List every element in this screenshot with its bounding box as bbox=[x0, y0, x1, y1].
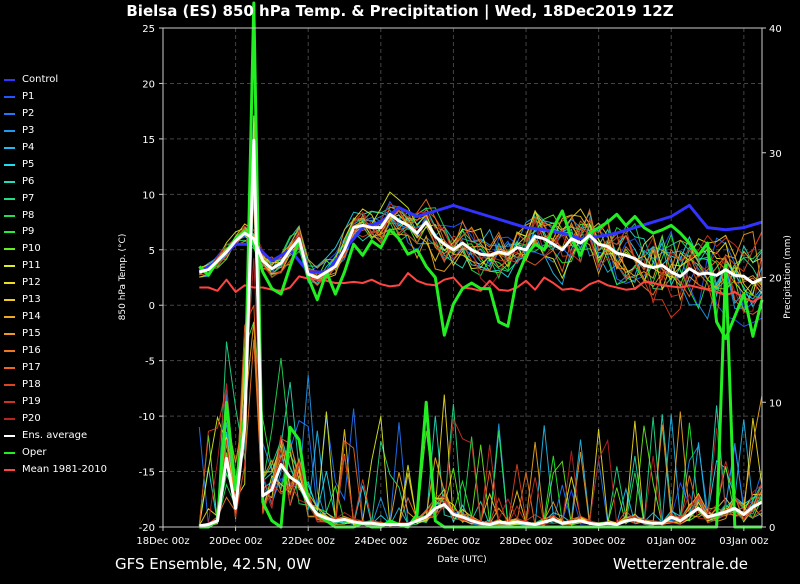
x-axis-label: Date (UTC) bbox=[437, 555, 486, 565]
legend-label: P9 bbox=[22, 226, 35, 238]
legend-swatch bbox=[4, 112, 15, 115]
legend-swatch bbox=[4, 282, 15, 285]
legend-swatch bbox=[4, 248, 15, 251]
chart-title: Bielsa (ES) 850 hPa Temp. & Precipitatio… bbox=[126, 2, 674, 20]
x-tick-label: 24Dec 00z bbox=[354, 536, 407, 547]
legend-swatch bbox=[4, 400, 15, 403]
legend-label: Oper bbox=[22, 446, 47, 458]
legend-label: P5 bbox=[22, 158, 35, 170]
legend-label: P16 bbox=[22, 345, 41, 356]
legend-swatch bbox=[4, 79, 15, 81]
legend-label: P15 bbox=[22, 328, 41, 340]
legend-swatch bbox=[4, 299, 15, 302]
x-tick-label: 26Dec 00z bbox=[427, 536, 480, 547]
y-tick-label: 15 bbox=[142, 135, 155, 146]
y2-tick-label: 20 bbox=[769, 274, 782, 285]
y2-tick-label: 40 bbox=[769, 24, 782, 35]
member-temp-line bbox=[199, 203, 763, 314]
legend-swatch bbox=[4, 451, 15, 454]
legend-swatch bbox=[4, 350, 15, 352]
y-tick-label: 25 bbox=[142, 24, 155, 35]
member-temp-line bbox=[199, 198, 763, 296]
series-line-ens-average-precip bbox=[199, 138, 763, 528]
x-tick-label: 22Dec 00z bbox=[282, 536, 335, 547]
legend-label: P12 bbox=[22, 277, 41, 289]
site-brand[interactable]: Wetterzentrale.de bbox=[612, 555, 748, 573]
legend-label: Mean 1981-2010 bbox=[22, 463, 107, 475]
member-temp-line bbox=[199, 215, 763, 310]
legend-label: P8 bbox=[22, 209, 35, 221]
member-temp-line bbox=[199, 210, 763, 296]
legend-swatch bbox=[4, 468, 15, 471]
x-tick-label: 28Dec 00z bbox=[499, 536, 552, 547]
legend-swatch bbox=[4, 383, 15, 386]
legend-label: P3 bbox=[22, 124, 35, 136]
legend-label: P19 bbox=[22, 395, 41, 407]
legend-swatch bbox=[4, 129, 15, 132]
legend-swatch bbox=[4, 417, 15, 420]
x-tick-label: 01Jan 00z bbox=[647, 536, 696, 547]
legend-swatch bbox=[4, 366, 15, 369]
legend-swatch bbox=[4, 197, 15, 200]
y2-tick-label: 10 bbox=[769, 398, 782, 409]
legend-swatch bbox=[4, 434, 15, 437]
legend-label: P18 bbox=[22, 378, 41, 390]
y-tick-label: -20 bbox=[139, 523, 155, 534]
legend-swatch bbox=[4, 95, 15, 98]
x-tick-label: 20Dec 00z bbox=[209, 536, 262, 547]
series-line-mean-1981-2010 bbox=[199, 272, 763, 303]
y-tick-label: -10 bbox=[139, 412, 155, 423]
y2-tick-label: 30 bbox=[769, 149, 782, 160]
legend-label: P14 bbox=[22, 311, 41, 323]
y-tick-label: 10 bbox=[142, 190, 155, 201]
legend-swatch bbox=[4, 316, 15, 319]
legend-swatch bbox=[4, 214, 15, 217]
y-tick-label: 0 bbox=[149, 301, 155, 312]
legend-label: Control bbox=[22, 74, 59, 85]
legend-label: P7 bbox=[22, 192, 35, 204]
legend-swatch bbox=[4, 146, 15, 149]
legend-label: P2 bbox=[22, 107, 35, 119]
x-tick-label: 30Dec 00z bbox=[572, 536, 625, 547]
series-line-oper bbox=[198, 209, 764, 340]
x-tick-label: 18Dec 00z bbox=[136, 536, 189, 547]
y-tick-label: 5 bbox=[149, 246, 155, 257]
y-tick-label: -15 bbox=[139, 468, 155, 479]
legend-label: P1 bbox=[22, 90, 35, 102]
y-tick-label: 20 bbox=[142, 79, 155, 90]
y2-axis-label: Precipitation (mm) bbox=[783, 235, 793, 319]
series-line-ens-average bbox=[198, 212, 763, 285]
legend-swatch bbox=[4, 333, 15, 336]
legend-swatch bbox=[4, 231, 15, 234]
legend-swatch bbox=[4, 265, 15, 268]
legend-label: P4 bbox=[22, 141, 35, 153]
member-precip-line bbox=[199, 27, 763, 527]
legend-label: P10 bbox=[22, 243, 41, 255]
legend-swatch bbox=[4, 163, 15, 166]
y-axis-label: 850 hPa Temp. (°C) bbox=[118, 234, 128, 321]
x-tick-label: 03Jan 00z bbox=[719, 536, 768, 547]
legend-label: P20 bbox=[22, 412, 41, 424]
legend-swatch bbox=[4, 180, 15, 183]
legend-label: P11 bbox=[22, 260, 41, 272]
y2-tick-label: 0 bbox=[769, 523, 775, 534]
member-temp-line bbox=[198, 217, 763, 302]
legend-label: Ens. average bbox=[22, 429, 88, 441]
model-info: GFS Ensemble, 42.5N, 0W bbox=[115, 555, 311, 573]
legend-label: P17 bbox=[22, 361, 41, 373]
y-tick-label: -5 bbox=[145, 357, 155, 368]
legend-label: P13 bbox=[22, 294, 41, 306]
axes: -20 -15 -10 -5 0 5 10 15 20 25 0 10 20 30 40 18Dec 00z 2… bbox=[136, 24, 781, 547]
legend-label: P6 bbox=[22, 175, 35, 187]
